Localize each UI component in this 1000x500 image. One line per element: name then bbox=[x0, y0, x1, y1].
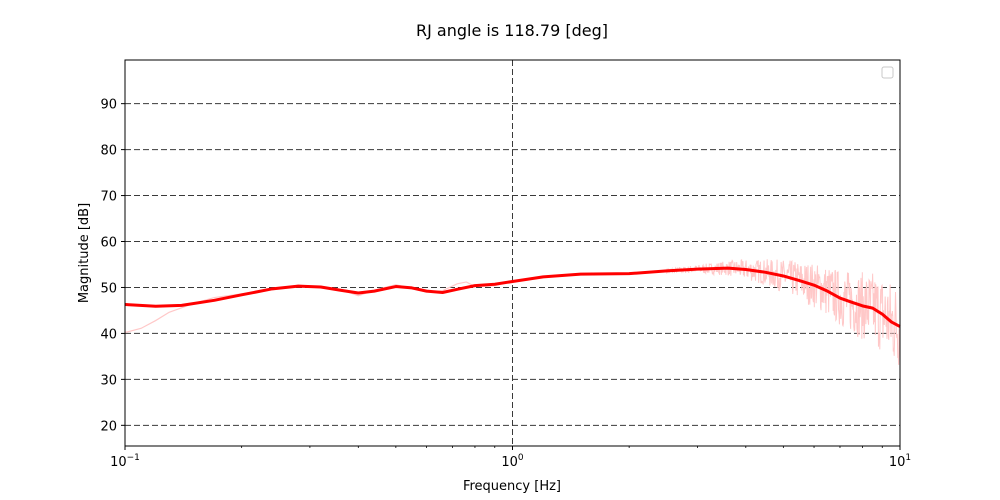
y-axis-label: Magnitude [dB] bbox=[77, 203, 92, 303]
y-tick-label: 30 bbox=[100, 373, 117, 388]
x-tick-label: 10−1 bbox=[110, 453, 140, 470]
grid-lines bbox=[124, 60, 901, 446]
x-axis-label: Frequency [Hz] bbox=[463, 479, 561, 494]
y-tick-label: 80 bbox=[100, 144, 117, 159]
legend-box bbox=[881, 66, 894, 79]
axis-ticks: 20 30 40 50 60 70 80 90 10−1 100 101 bbox=[100, 98, 911, 470]
x-tick-label: 100 bbox=[501, 453, 524, 470]
plot-area bbox=[124, 259, 901, 365]
chart-title: RJ angle is 118.79 [deg] bbox=[416, 21, 608, 40]
y-tick-label: 90 bbox=[100, 98, 117, 113]
x-tick-label: 101 bbox=[889, 453, 911, 470]
y-tick-label: 40 bbox=[100, 327, 117, 342]
y-tick-label: 70 bbox=[100, 190, 117, 205]
raw-noise-line bbox=[666, 259, 901, 365]
y-tick-label: 20 bbox=[100, 419, 117, 434]
y-tick-label: 60 bbox=[100, 236, 117, 251]
y-tick-label: 50 bbox=[100, 281, 117, 296]
smoothed-magnitude-line bbox=[124, 266, 901, 328]
